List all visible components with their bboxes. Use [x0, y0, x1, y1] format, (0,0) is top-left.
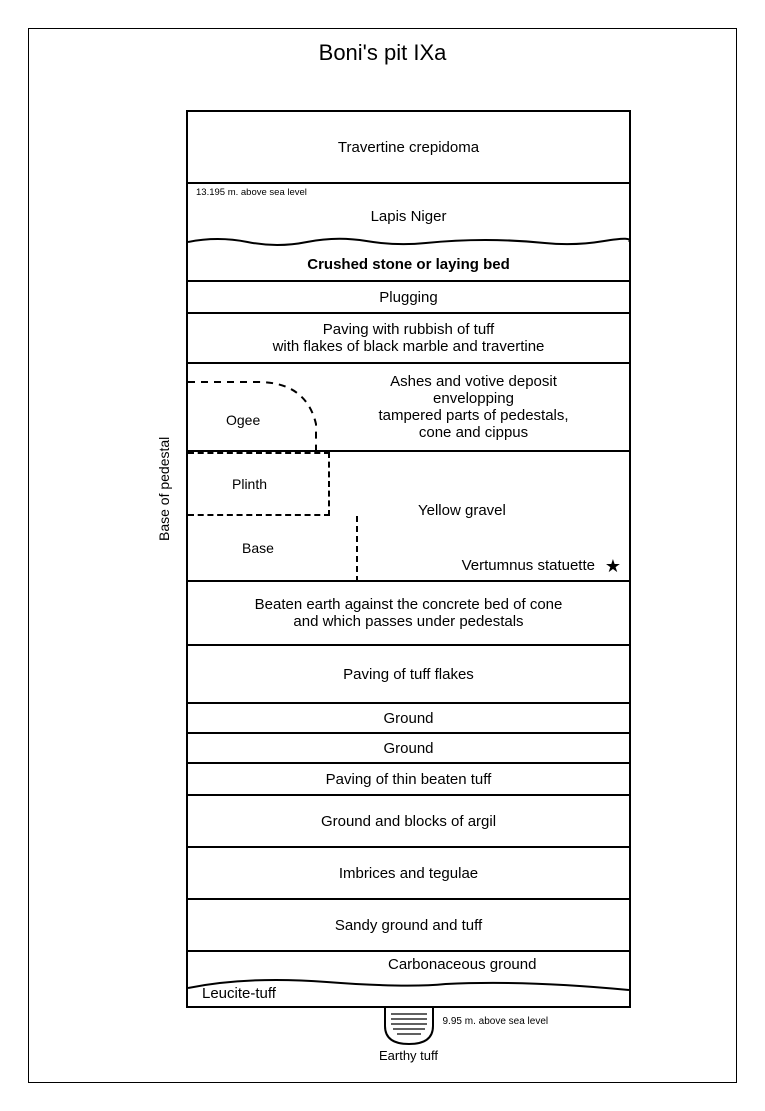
lapis-wavy-line: [188, 234, 629, 248]
star-icon: ★: [605, 556, 621, 577]
layer-label-plugging: Plugging: [379, 289, 437, 306]
bottom-cup-icon: [383, 1008, 435, 1046]
layer-sandy: Sandy ground and tuff: [188, 900, 629, 952]
yellow-gravel-label: Yellow gravel: [418, 502, 506, 519]
carbonaceous-label: Carbonaceous ground: [388, 956, 536, 973]
layer-label-ground2: Ground: [383, 740, 433, 757]
layer-label-ground1: Ground: [383, 710, 433, 727]
layer-label-travertine: Travertine crepidoma: [338, 139, 479, 156]
strat-column: Travertine crepidoma 13.195 m. above sea …: [186, 110, 631, 1008]
ashes-text: Ashes and votive deposit enveloppingtamp…: [348, 373, 599, 441]
layer-yellow: Yellow gravel Plinth Base Vertumnus statuet…: [188, 452, 629, 582]
layer-ground1: Ground: [188, 704, 629, 734]
layer-label-beaten: Beaten earth against the concrete bed of…: [255, 596, 563, 630]
layer-label-sandy: Sandy ground and tuff: [335, 917, 482, 934]
layer-label-paving-tuff: Paving with rubbish of tuffwith flakes o…: [273, 321, 545, 355]
base-label: Base: [242, 540, 274, 556]
layer-crushed: Crushed stone or laying bed: [188, 248, 629, 282]
layer-thin-tuff: Paving of thin beaten tuff: [188, 764, 629, 796]
side-vertical-label: Base of pedestal: [156, 437, 172, 541]
layer-carbon: Carbonaceous ground Leucite-tuff: [188, 952, 629, 1008]
layer-label-lapis: Lapis Niger: [371, 208, 447, 225]
elevation-top-note: 13.195 m. above sea level: [196, 187, 307, 198]
layer-imbrices: Imbrices and tegulae: [188, 848, 629, 900]
layer-beaten: Beaten earth against the concrete bed of…: [188, 582, 629, 646]
bottom-center-label: Earthy tuff: [354, 1048, 464, 1063]
layer-argil: Ground and blocks of argil: [188, 796, 629, 848]
layer-lapis: 13.195 m. above sea level Lapis Niger: [188, 184, 629, 248]
layer-ground2: Ground: [188, 734, 629, 764]
layer-plugging: Plugging: [188, 282, 629, 314]
leucite-label: Leucite-tuff: [202, 985, 276, 1002]
layer-paving-tuff: Paving with rubbish of tuffwith flakes o…: [188, 314, 629, 364]
ogee-dashed-curve: [188, 364, 348, 452]
layer-label-paving-flakes: Paving of tuff flakes: [343, 666, 474, 683]
layer-label-imbrices: Imbrices and tegulae: [339, 865, 478, 882]
layer-ashes: Ashes and votive deposit enveloppingtamp…: [188, 364, 629, 452]
layer-travertine: Travertine crepidoma: [188, 112, 629, 184]
layer-label-crushed: Crushed stone or laying bed: [307, 256, 510, 273]
layer-label-argil: Ground and blocks of argil: [321, 813, 496, 830]
layer-paving-flakes: Paving of tuff flakes: [188, 646, 629, 704]
diagram-title: Boni's pit IXa: [0, 40, 765, 66]
layer-label-thin-tuff: Paving of thin beaten tuff: [326, 771, 492, 788]
plinth-label: Plinth: [232, 476, 267, 492]
vertumnus-label: Vertumnus statuette: [462, 557, 595, 574]
bottom-elevation-note: 9.95 m. above sea level: [443, 1016, 549, 1027]
